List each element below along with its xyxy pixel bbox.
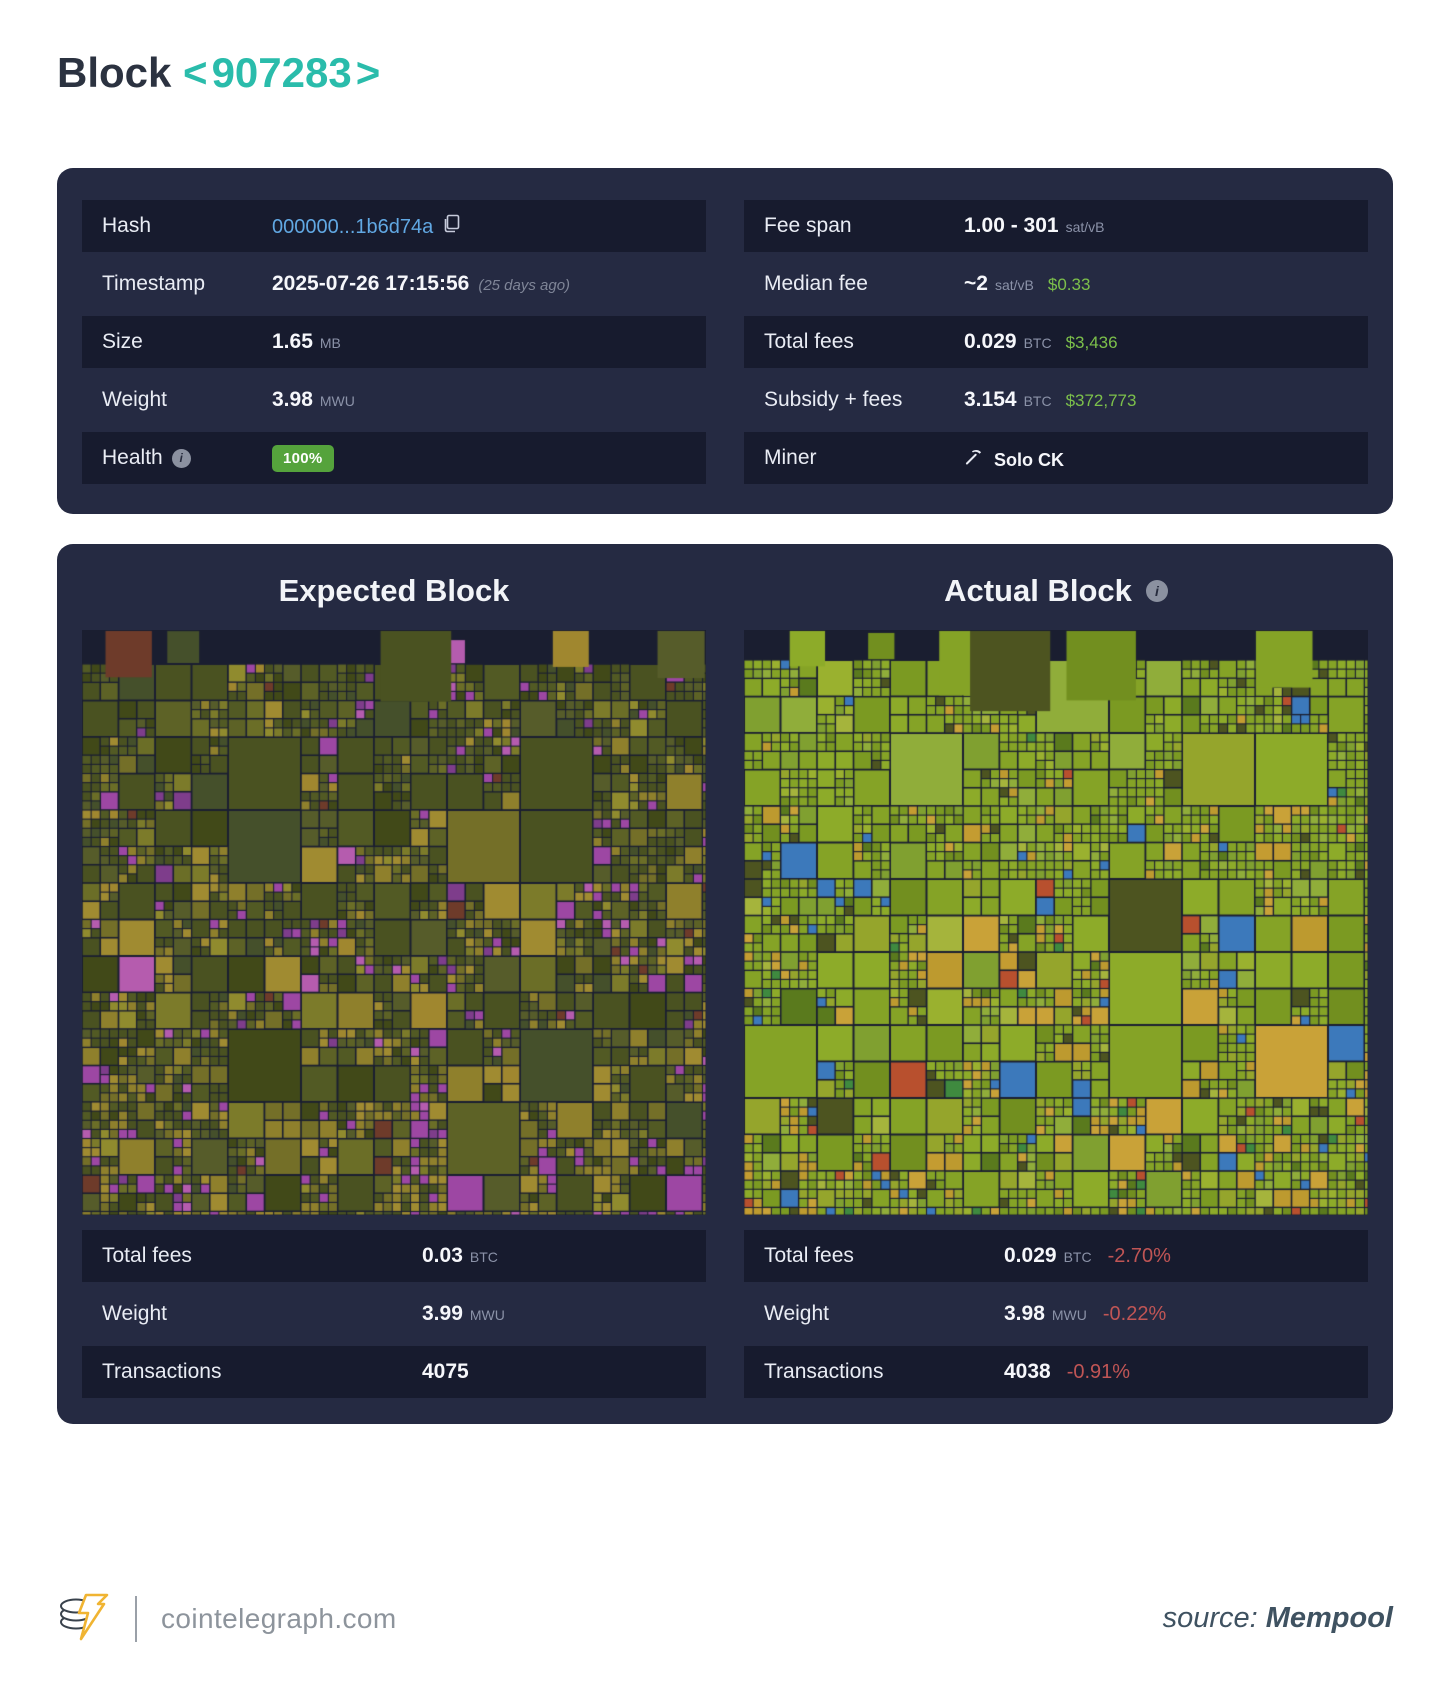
- miner-name: Solo CK: [994, 449, 1064, 470]
- timestamp-label: Timestamp: [102, 272, 206, 295]
- expected-weight-row: Weight 3.99 MWU: [82, 1288, 706, 1340]
- median-fee-value: ~2: [964, 272, 988, 295]
- total-fees-value: 0.029: [964, 330, 1017, 353]
- expected-transactions-value: 4075: [422, 1360, 469, 1383]
- fee-span-value: 1.00 - 301: [964, 214, 1059, 237]
- actual-total-fees-delta: -2.70%: [1107, 1245, 1171, 1267]
- total-fees-label: Total fees: [764, 330, 854, 353]
- copy-icon[interactable]: [443, 214, 460, 233]
- health-badge: 100%: [272, 444, 334, 472]
- weight-row: Weight 3.98 MWU: [82, 374, 706, 426]
- subsidy-fees-label: Subsidy + fees: [764, 388, 903, 411]
- actual-weight-delta: -0.22%: [1102, 1303, 1167, 1325]
- source-credit: source: Mempool: [1163, 1602, 1393, 1635]
- actual-total-fees-value: 0.029: [1004, 1244, 1057, 1267]
- actual-transactions-row: Transactions 4038 -0.91%: [744, 1346, 1368, 1398]
- miner-label: Miner: [764, 446, 817, 469]
- hash-label: Hash: [102, 214, 152, 237]
- footer-divider: [135, 1595, 137, 1642]
- median-fee-usd: $0.33: [1047, 275, 1091, 294]
- expected-transactions-row: Transactions 4075: [82, 1346, 706, 1398]
- actual-transactions-label: Transactions: [764, 1360, 884, 1383]
- timestamp-ago: (25 days ago): [478, 277, 571, 294]
- footer: cointelegraph.com source: Mempool: [57, 1589, 1393, 1648]
- fee-span-row: Fee span 1.00 - 301 sat/vB: [744, 200, 1368, 252]
- cointelegraph-logo-icon: [57, 1589, 111, 1648]
- expected-weight-value: 3.99: [422, 1302, 463, 1325]
- actual-block-title: Actual Block i: [744, 574, 1368, 608]
- source-name: Mempool: [1265, 1602, 1393, 1634]
- block-compare-card: Expected Block Total fees 0.03 BTC Weigh…: [57, 544, 1393, 1424]
- total-fees-unit: BTC: [1023, 335, 1052, 351]
- subsidy-fees-row: Subsidy + fees 3.154 BTC $372,773: [744, 374, 1368, 426]
- miner-row: Miner Solo CK: [744, 432, 1368, 484]
- median-fee-label: Median fee: [764, 272, 868, 295]
- expected-total-fees-row: Total fees 0.03 BTC: [82, 1230, 706, 1282]
- actual-block-info-icon[interactable]: i: [1145, 580, 1168, 602]
- weight-value: 3.98: [272, 388, 313, 411]
- miner-link[interactable]: Solo CK: [964, 446, 1064, 471]
- next-block-arrow[interactable]: >: [355, 49, 381, 96]
- expected-total-fees-label: Total fees: [102, 1244, 192, 1267]
- median-fee-row: Median fee ~2 sat/vB $0.33: [744, 258, 1368, 310]
- actual-transactions-value: 4038: [1004, 1360, 1051, 1383]
- health-info-icon[interactable]: i: [171, 448, 191, 468]
- actual-total-fees-label: Total fees: [764, 1244, 854, 1267]
- summary-left-column: Hash 000000...1b6d74a Timestamp 2025-07-…: [82, 200, 706, 514]
- actual-weight-row: Weight 3.98 MWU -0.22%: [744, 1288, 1368, 1340]
- timestamp-value: 2025-07-26 17:15:56: [272, 272, 470, 295]
- source-label: source:: [1162, 1602, 1258, 1634]
- median-fee-unit: sat/vB: [994, 277, 1034, 293]
- actual-total-fees-unit: BTC: [1063, 1249, 1092, 1265]
- actual-weight-label: Weight: [764, 1302, 829, 1325]
- actual-stats: Total fees 0.029 BTC -2.70% Weight 3.98 …: [744, 1230, 1368, 1398]
- total-fees-usd: $3,436: [1065, 333, 1118, 352]
- expected-stats: Total fees 0.03 BTC Weight 3.99 MWU Tran…: [82, 1230, 706, 1398]
- block-number: 907283: [211, 49, 352, 96]
- timestamp-row: Timestamp 2025-07-26 17:15:56 (25 days a…: [82, 258, 706, 310]
- prev-block-arrow[interactable]: <: [183, 49, 208, 96]
- fee-span-unit: sat/vB: [1065, 219, 1105, 235]
- expected-weight-unit: MWU: [469, 1307, 505, 1323]
- actual-block-treemap[interactable]: [744, 630, 1368, 1215]
- expected-total-fees-value: 0.03: [422, 1244, 463, 1267]
- expected-transactions-label: Transactions: [102, 1360, 222, 1383]
- fee-span-label: Fee span: [764, 214, 852, 237]
- subsidy-fees-value: 3.154: [964, 388, 1017, 411]
- health-label: Health i: [102, 446, 272, 470]
- size-row: Size 1.65 MB: [82, 316, 706, 368]
- summary-right-column: Fee span 1.00 - 301 sat/vB Median fee ~2…: [744, 200, 1368, 514]
- expected-block-title: Expected Block: [278, 573, 510, 608]
- size-unit: MB: [319, 335, 341, 351]
- actual-total-fees-row: Total fees 0.029 BTC -2.70%: [744, 1230, 1368, 1282]
- weight-label: Weight: [102, 388, 167, 411]
- subsidy-fees-usd: $372,773: [1065, 391, 1137, 410]
- block-summary-card: Hash 000000...1b6d74a Timestamp 2025-07-…: [57, 168, 1393, 514]
- expected-block-column: Expected Block Total fees 0.03 BTC Weigh…: [82, 574, 706, 1424]
- subsidy-fees-unit: BTC: [1023, 393, 1052, 409]
- actual-transactions-delta: -0.91%: [1066, 1361, 1131, 1383]
- expected-total-fees-unit: BTC: [469, 1249, 498, 1265]
- hash-link[interactable]: 000000...1b6d74a: [272, 215, 434, 238]
- weight-unit: MWU: [319, 393, 355, 409]
- page-title-label: Block: [57, 49, 172, 96]
- expected-weight-label: Weight: [102, 1302, 167, 1325]
- expected-block-treemap[interactable]: [82, 630, 706, 1215]
- size-value: 1.65: [272, 330, 313, 353]
- page-title: Block <907283>: [57, 50, 1450, 96]
- health-row: Health i 100%: [82, 432, 706, 484]
- footer-site: cointelegraph.com: [161, 1602, 397, 1634]
- total-fees-row: Total fees 0.029 BTC $3,436: [744, 316, 1368, 368]
- size-label: Size: [102, 330, 143, 353]
- pickaxe-icon: [964, 446, 984, 466]
- actual-weight-unit: MWU: [1051, 1307, 1087, 1323]
- actual-block-column: Actual Block i Total fees 0.029 BTC -2.7…: [744, 574, 1368, 1424]
- actual-weight-value: 3.98: [1004, 1302, 1045, 1325]
- hash-row: Hash 000000...1b6d74a: [82, 200, 706, 252]
